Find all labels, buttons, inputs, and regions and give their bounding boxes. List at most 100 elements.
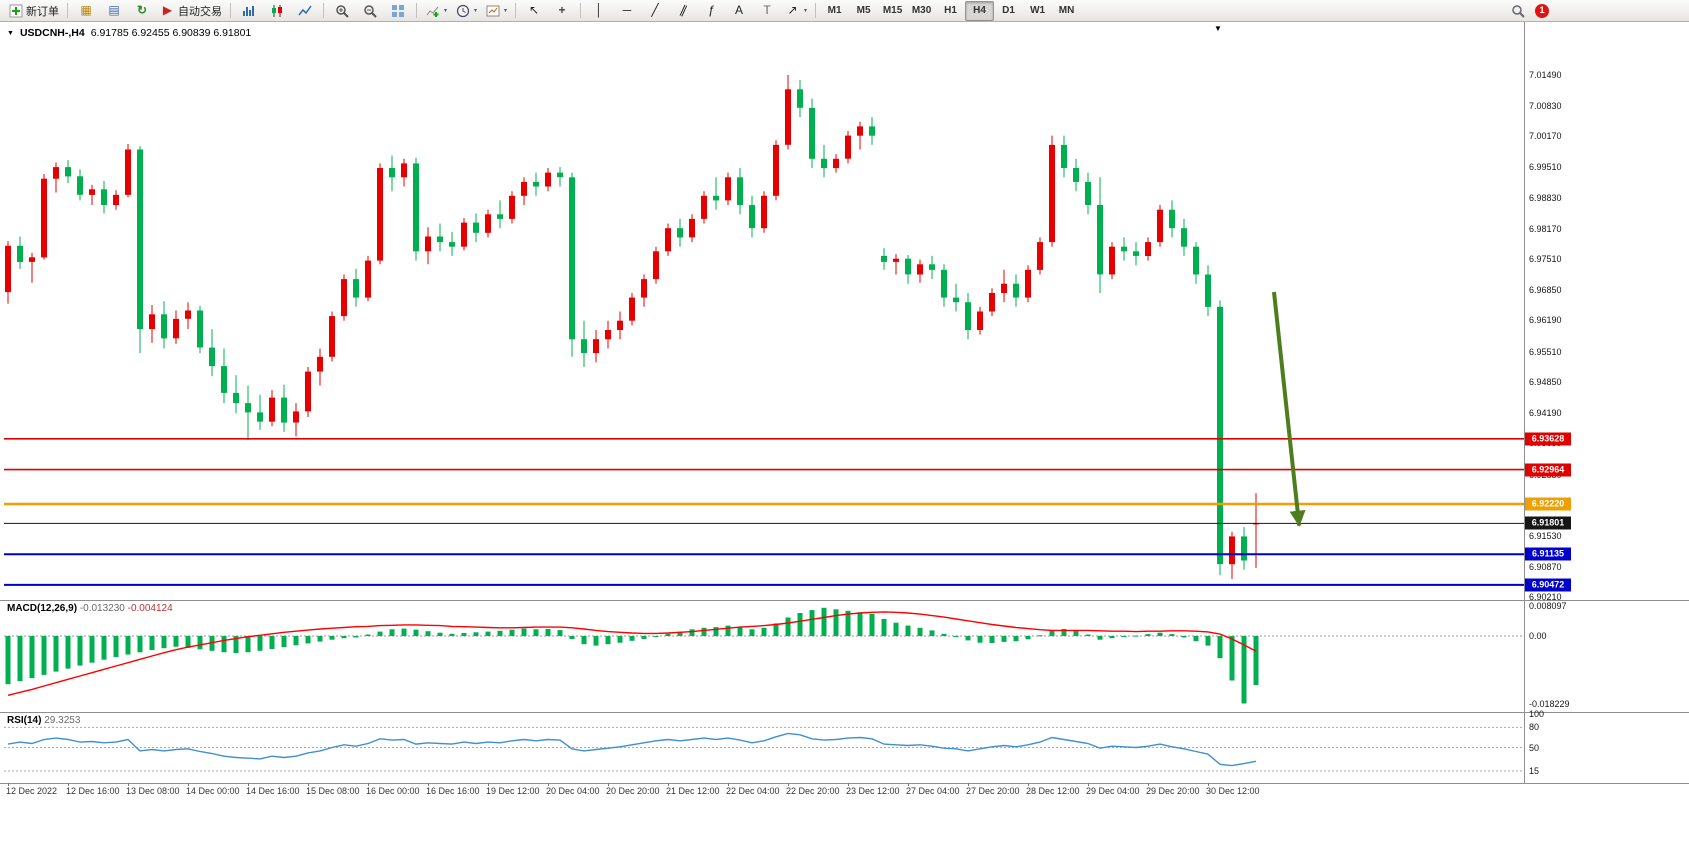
zoom-in-button[interactable]	[328, 1, 356, 21]
chart-title: ▼ USDCNH-,H4 6.91785 6.92455 6.90839 6.9…	[7, 27, 251, 39]
pane-separator[interactable]	[0, 712, 1689, 713]
bar-chart-icon	[242, 3, 257, 18]
collapse-icon[interactable]: ▼	[7, 29, 14, 37]
print-button[interactable]: ▤	[100, 1, 128, 21]
main-toolbar: 新订单 ▦ ▤ ↻ ▶ 自动交易	[0, 0, 1689, 22]
toolbar-right-group: 1	[1510, 3, 1549, 18]
time-tick	[188, 783, 189, 786]
time-axis-label: 13 Dec 08:00	[126, 786, 180, 796]
clock-icon	[455, 3, 470, 18]
candlestick-icon	[270, 3, 285, 18]
time-axis-label: 27 Dec 20:00	[966, 786, 1020, 796]
indicators-button[interactable]: ▾	[421, 1, 451, 21]
print-icon: ▤	[108, 3, 120, 17]
macd-signal-value: -0.004124	[127, 603, 173, 614]
search-icon[interactable]	[1510, 3, 1525, 18]
price-level-box: 6.92964	[1525, 463, 1571, 477]
trendline-button[interactable]: ╱	[641, 1, 669, 21]
pane-separator[interactable]	[0, 600, 1689, 601]
crosshair-button[interactable]: +	[548, 1, 576, 21]
time-axis-label: 16 Dec 00:00	[366, 786, 420, 796]
line-chart-icon	[298, 3, 313, 18]
time-tick	[1088, 783, 1089, 786]
new-order-icon	[8, 3, 23, 18]
price-level-box: 6.92220	[1525, 497, 1571, 511]
chart-profile-button[interactable]: ▦	[72, 1, 100, 21]
time-tick	[668, 783, 669, 786]
tile-windows-button[interactable]	[384, 1, 412, 21]
tile-windows-icon	[391, 3, 406, 18]
timeframe-M30-button[interactable]: M30	[911, 5, 932, 16]
line-chart-button[interactable]	[291, 1, 319, 21]
timeframe-D1-button[interactable]: D1	[1002, 5, 1015, 16]
time-tick	[428, 783, 429, 786]
notification-badge[interactable]: 1	[1535, 3, 1549, 18]
time-tick	[8, 783, 9, 786]
time-axis-label: 14 Dec 00:00	[186, 786, 240, 796]
cursor-icon: ↖	[529, 3, 540, 17]
price-axis-label: 6.91530	[1529, 530, 1562, 541]
templates-button[interactable]: ▾	[481, 1, 511, 21]
vertical-line-button[interactable]: │	[585, 1, 613, 21]
time-axis-separator	[0, 783, 1689, 784]
horizontal-line-button[interactable]: ─	[613, 1, 641, 21]
timeframe-M5-button[interactable]: M5	[856, 5, 871, 16]
zoom-out-button[interactable]	[356, 1, 384, 21]
macd-axis-label: 0.008097	[1529, 601, 1567, 611]
toolbar-separator	[67, 3, 68, 18]
candlestick-chart-button[interactable]	[263, 1, 291, 21]
timeframe-M15-button[interactable]: M15	[882, 5, 903, 16]
price-level-box: 6.93628	[1525, 432, 1571, 446]
crosshair-icon: +	[558, 3, 566, 17]
chart-shift-marker[interactable]: ▼	[1214, 24, 1222, 33]
new-order-button[interactable]: 新订单	[4, 1, 63, 21]
fibonacci-button[interactable]: ƒ	[697, 1, 725, 21]
time-tick	[488, 783, 489, 786]
price-axis-label: 7.01490	[1529, 70, 1562, 80]
time-tick	[1148, 783, 1149, 786]
price-axis-label: 6.95510	[1529, 346, 1562, 357]
auto-trading-button[interactable]: ▶ 自动交易	[156, 1, 226, 21]
label-button[interactable]: T	[753, 1, 781, 21]
periods-button[interactable]: ▾	[451, 1, 481, 21]
chart-window	[0, 22, 1689, 861]
timeframe-MN-button[interactable]: MN	[1058, 5, 1075, 16]
vertical-line-icon: │	[595, 3, 603, 17]
toolbar-separator	[580, 3, 582, 18]
price-axis-label: 6.90210	[1529, 592, 1562, 602]
time-axis-label: 19 Dec 12:00	[486, 786, 540, 796]
chevron-down-icon: ▾	[474, 8, 478, 14]
macd-name: MACD(12,26,9)	[7, 603, 78, 614]
refresh-button[interactable]: ↻	[128, 1, 156, 21]
time-axis-label: 12 Dec 2022	[6, 786, 58, 796]
timeframe-H4-button[interactable]: H4	[965, 0, 995, 21]
timeframe-H1-button[interactable]: H1	[944, 5, 957, 16]
time-tick	[1028, 783, 1029, 786]
time-tick	[908, 783, 909, 786]
timeframe-W1-button[interactable]: W1	[1030, 5, 1046, 16]
shapes-button[interactable]: ↗ ▾	[781, 1, 811, 21]
price-axis-label: 6.98170	[1529, 223, 1562, 234]
cursor-button[interactable]: ↖	[520, 1, 548, 21]
rsi-axis-label: 100	[1529, 709, 1545, 719]
time-tick	[608, 783, 609, 786]
arrows-icon: ↗	[787, 3, 798, 17]
time-tick	[548, 783, 549, 786]
time-axis-label: 27 Dec 04:00	[906, 786, 960, 796]
toolbar-separator	[416, 3, 417, 18]
timeframe-M1-button[interactable]: M1	[827, 5, 842, 16]
price-axis-label: 6.99510	[1529, 161, 1562, 172]
time-axis-label: 30 Dec 12:00	[1206, 786, 1260, 796]
text-button[interactable]: A	[725, 1, 753, 21]
channel-button[interactable]: ∥	[669, 1, 697, 21]
time-tick	[788, 783, 789, 786]
indicators-icon	[425, 3, 440, 18]
label-icon: T	[763, 3, 771, 17]
chevron-down-icon: ▾	[804, 8, 808, 14]
price-axis-separator	[1524, 22, 1525, 783]
price-axis-label: 6.97510	[1529, 254, 1562, 265]
rsi-label: RSI(14) 29.3253	[7, 715, 80, 726]
bar-chart-button[interactable]	[235, 1, 263, 21]
chevron-down-icon: ▾	[504, 8, 508, 14]
